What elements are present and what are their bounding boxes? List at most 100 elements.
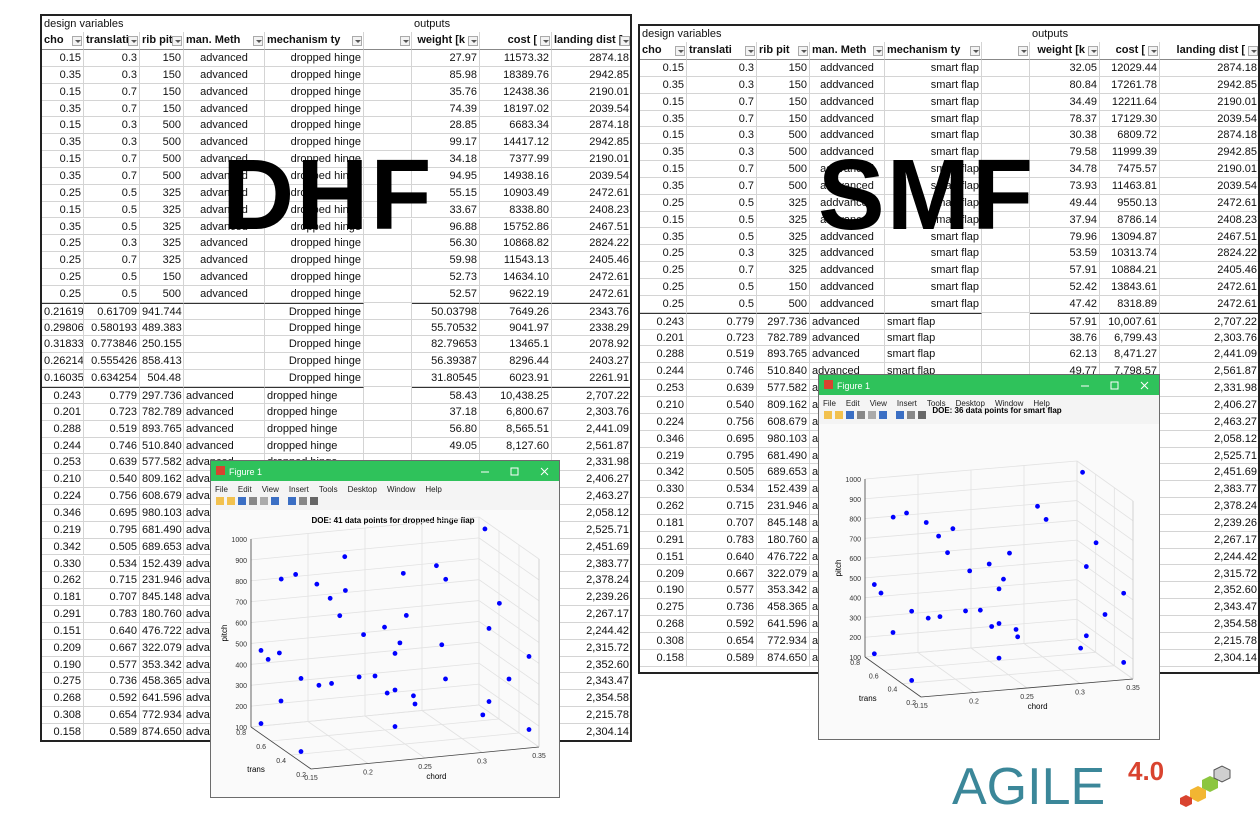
data-point [342,554,348,560]
z-tick-label: 100 [235,725,247,732]
cell: 0.190 [640,582,687,600]
z-axis-label: pitch [834,560,843,577]
label-smf: SMF [818,139,1036,251]
cell: 325 [757,228,810,246]
cell: 2408.23 [1160,212,1258,229]
blank-cell [982,228,1030,246]
data-point [1043,517,1049,522]
cell: 74.39 [412,100,480,118]
cell: 2,451.69 [552,539,630,556]
cell: 500 [140,117,184,135]
z-tick-label: 300 [849,615,861,622]
data-point [996,621,1002,626]
cell: 12029.44 [1100,60,1160,77]
data-point [1121,590,1127,596]
cell: 681.490 [140,521,184,539]
cell: 37.18 [412,403,480,421]
cell: 0.3 [84,235,140,253]
cell: addvanced [810,228,885,246]
data-point [925,615,931,621]
x-tick-label: 0.3 [1075,690,1085,697]
column-header: cho [640,42,687,60]
cell: advanced [184,420,265,438]
cell: advanced [184,184,265,202]
data-point [526,654,532,659]
y-tick-label: 0.2 [296,772,306,779]
cell: 14938.16 [480,167,552,185]
figure-window[interactable]: Figure 1 File Edit View Insert Tools Desktop Wi… [818,374,1160,740]
window-icon [216,466,225,475]
cell: smart flap [885,312,982,330]
cell: 0.35 [42,167,84,185]
cell: 0.640 [84,622,140,640]
data-point [496,600,502,606]
cell: 2942.85 [552,134,630,152]
cell: 49.44 [1030,194,1100,212]
cell: 2,707.22 [552,387,630,404]
cell: 10868.82 [480,235,552,253]
cell: 62.13 [1030,346,1100,364]
cell: 325 [140,184,184,202]
menu-item: Insert [897,399,918,408]
blank-cell [364,336,412,354]
cell: 0.35 [42,100,84,118]
cell: 0.795 [84,521,140,539]
cell: 8296.44 [480,353,552,371]
cell: 577.582 [140,454,184,472]
group-label: design variables [642,28,722,40]
data-point [963,608,968,614]
cell: 6023.91 [480,370,552,387]
cell: 30.38 [1030,127,1100,145]
y-tick-label: 0.8 [236,730,246,737]
cell: 0.224 [640,413,687,431]
close-button [1140,381,1149,390]
cell: 85.98 [412,66,480,84]
cell: dropped hinge [265,387,364,404]
cell: advanced [184,201,265,219]
cell: 0.15 [640,211,687,229]
data-point [967,568,973,574]
data-point [372,673,378,679]
axis-line [250,726,312,770]
x-tick-label: 0.15 [304,775,318,782]
grid-line [1076,579,1134,620]
blank-cell [982,245,1030,263]
cell: advanced [184,50,265,67]
cell: 2,267.17 [552,606,630,623]
menu-item: Desktop [956,399,986,408]
blank-cell [364,403,412,421]
cell: 500 [757,177,810,195]
cell: 231.946 [757,498,810,515]
cell: smart flap [885,177,982,195]
cell: dropped hinge [265,201,364,219]
toolbar-icon [918,411,926,419]
filter-button [1088,46,1098,56]
data-point [392,651,398,656]
data-point [337,613,343,619]
figure-window[interactable]: Figure 1 File Edit View Insert Tools Desktop Wi… [210,460,560,798]
cell: 0.181 [42,589,84,607]
y-axis-label: trans [247,765,265,774]
toolbar-icon [857,411,865,419]
data-point [382,624,387,630]
cell: 0.291 [42,606,84,623]
cell: advanced [810,312,885,330]
cell: 0.5 [84,269,140,286]
cell: 0.243 [640,312,687,330]
cell: 2039.54 [552,168,630,185]
data-point [443,676,448,682]
cell: 180.760 [757,531,810,549]
cell: 322.079 [757,565,810,583]
cell: 52.73 [412,269,480,286]
cell: 52.42 [1030,279,1100,296]
filter-button [745,46,755,56]
cell: 0.7 [84,252,140,270]
column-header: cost [ [480,32,552,50]
cell: 782.789 [757,329,810,347]
cell: 0.667 [84,639,140,657]
cell: dropped hinge [265,117,364,135]
column-header: cho [42,32,84,50]
cell: advanced [810,346,885,364]
cell: 325 [757,262,810,280]
cell: dropped hinge [265,167,364,185]
